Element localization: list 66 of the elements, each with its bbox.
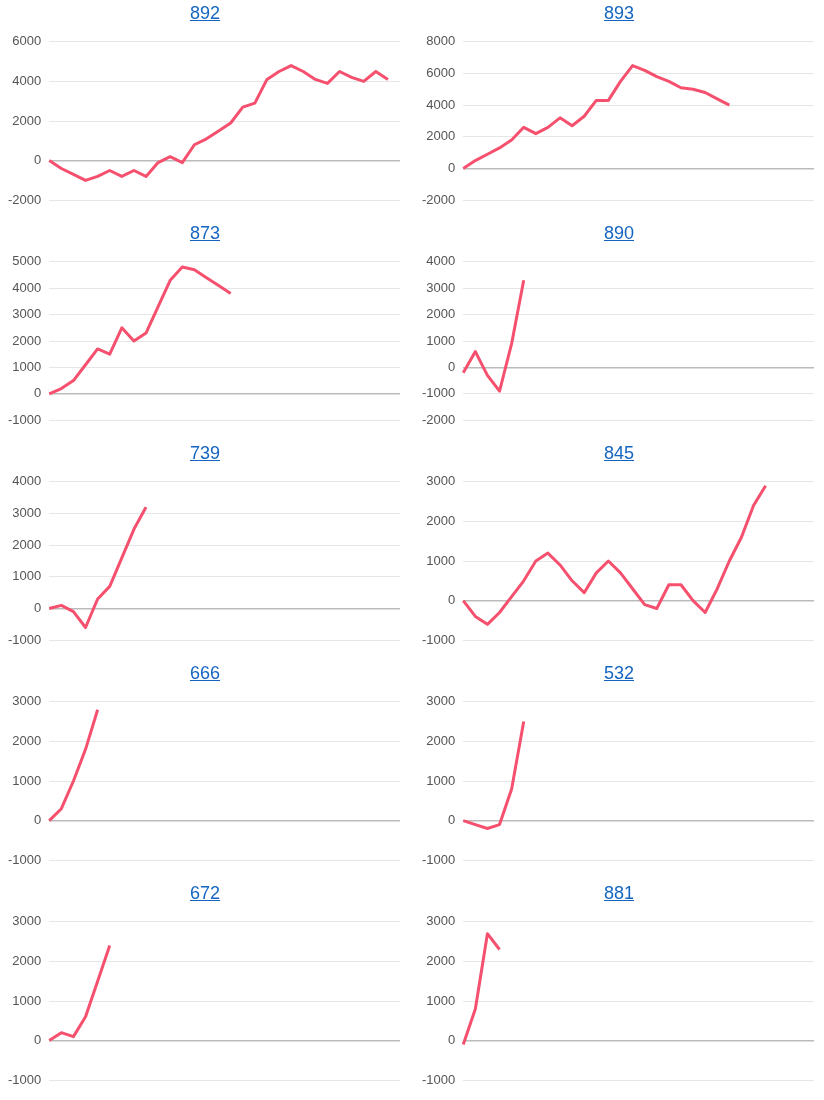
chart-title: 873 [189, 223, 221, 243]
chart-title: 893 [603, 3, 635, 23]
y-tick-label: 1000 [426, 992, 456, 1008]
y-tick-label: 2000 [12, 112, 42, 128]
y-tick-label: -2000 [422, 411, 456, 427]
y-tick-label: -2000 [8, 191, 42, 207]
y-tick-label: 3000 [12, 505, 42, 521]
y-tick-label: 0 [448, 160, 456, 176]
y-tick-label: 8000 [426, 33, 456, 49]
y-tick-label: 2000 [12, 952, 42, 968]
y-tick-label: 6000 [12, 33, 42, 49]
y-tick-label: 0 [34, 600, 42, 616]
y-tick-label: 4000 [426, 253, 456, 269]
y-tick-label: 2000 [12, 536, 42, 552]
y-tick-label: 0 [34, 385, 42, 401]
y-tick-label: 1000 [426, 772, 456, 788]
chart-title: 845 [603, 443, 635, 463]
y-tick-label: 0 [448, 1032, 456, 1048]
y-tick-label: -1000 [8, 411, 42, 427]
y-tick-label: 1000 [12, 992, 42, 1008]
y-tick-label: 2000 [12, 332, 42, 348]
y-tick-label: 0 [448, 592, 456, 608]
y-tick-label: 2000 [12, 732, 42, 748]
y-tick-label: 0 [34, 812, 42, 828]
y-tick-label: 3000 [12, 693, 42, 709]
chart-title: 881 [603, 883, 635, 903]
y-tick-label: 2000 [426, 732, 456, 748]
y-tick-label: 2000 [426, 952, 456, 968]
y-tick-label: 4000 [12, 279, 42, 295]
y-tick-label: 3000 [426, 693, 456, 709]
y-tick-label: 4000 [12, 72, 42, 88]
chart-title: 739 [189, 443, 221, 463]
y-tick-label: 1000 [12, 358, 42, 374]
y-tick-label: 0 [448, 812, 456, 828]
y-tick-label: 6000 [426, 65, 456, 81]
y-tick-label: 0 [448, 358, 456, 374]
y-tick-label: 0 [34, 152, 42, 168]
y-tick-label: 1000 [12, 568, 42, 584]
chart-title: 532 [603, 663, 635, 683]
y-tick-label: 4000 [426, 96, 456, 112]
chart-title: 666 [189, 663, 221, 683]
y-tick-label: -1000 [422, 631, 456, 647]
chart-title: 672 [189, 883, 221, 903]
chart-title: 890 [603, 223, 635, 243]
y-tick-label: 1000 [426, 332, 456, 348]
y-tick-label: -1000 [422, 385, 456, 401]
y-tick-label: -1000 [422, 851, 456, 867]
y-tick-label: 3000 [426, 279, 456, 295]
y-tick-label: -1000 [422, 1071, 456, 1087]
y-tick-label: 0 [34, 1032, 42, 1048]
y-tick-label: 3000 [426, 913, 456, 929]
y-tick-label: 2000 [426, 512, 456, 528]
y-tick-label: 1000 [12, 772, 42, 788]
y-tick-label: 1000 [426, 552, 456, 568]
y-tick-label: 3000 [12, 306, 42, 322]
y-tick-label: 2000 [426, 306, 456, 322]
y-tick-label: 4000 [12, 473, 42, 489]
y-tick-label: 3000 [12, 913, 42, 929]
y-tick-label: -1000 [8, 631, 42, 647]
y-tick-label: 3000 [426, 473, 456, 489]
y-tick-label: 5000 [12, 253, 42, 269]
y-tick-label: 2000 [426, 128, 456, 144]
chart-title: 892 [189, 3, 221, 23]
y-tick-label: -2000 [422, 191, 456, 207]
y-tick-label: -1000 [8, 1071, 42, 1087]
y-tick-label: -1000 [8, 851, 42, 867]
